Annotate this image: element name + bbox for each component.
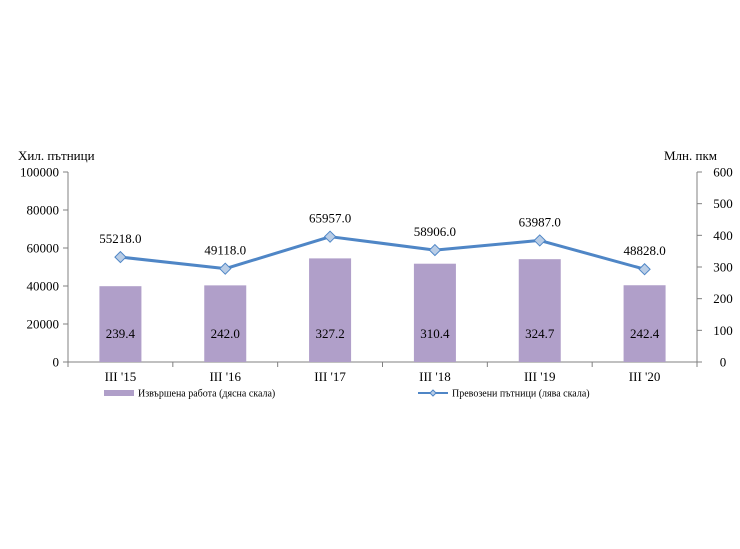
right-tick-label: 600 <box>713 165 733 180</box>
left-tick-label: 80000 <box>27 203 60 218</box>
line-value-label: 65957.0 <box>309 211 351 226</box>
line-marker <box>638 263 651 276</box>
axes: 0 20000 40000 60000 80000 100000 0 100 200 300 400… <box>18 148 733 384</box>
bar-value-label: 242.4 <box>630 326 660 341</box>
legend-label-line: Превозени пътници (лява скала) <box>452 389 590 400</box>
bar <box>309 258 352 362</box>
legend-marker-line <box>429 389 437 397</box>
left-tick-label: 40000 <box>27 279 60 294</box>
line-series <box>114 230 651 276</box>
bar-value-label: 310.4 <box>420 326 450 341</box>
bar-value-label: 242.0 <box>211 326 240 341</box>
x-tick-label: III '16 <box>209 369 241 384</box>
legend: Извършена работа (дясна скала) Превозени … <box>104 389 590 400</box>
line-path <box>120 235 645 271</box>
data-labels: 239.4 242.0 327.2 310.4 324.7 242.4 55218.0 491… <box>99 211 665 341</box>
bar <box>204 285 247 362</box>
line-value-label: 63987.0 <box>519 214 561 229</box>
line-marker <box>114 250 127 264</box>
bar-series <box>99 258 666 362</box>
x-tick-label: III '15 <box>105 369 137 384</box>
line-marker <box>323 230 337 243</box>
bar-value-label: 327.2 <box>315 326 344 341</box>
legend-label-bar: Извършена работа (дясна скала) <box>138 389 275 400</box>
line-value-label: 49118.0 <box>204 243 246 258</box>
legend-swatch-bar <box>104 390 134 396</box>
left-tick-label: 0 <box>53 355 60 370</box>
bar-value-label: 324.7 <box>525 326 555 341</box>
x-tick-label: III '19 <box>524 369 556 384</box>
left-axis-title: Хил. пътници <box>18 148 95 163</box>
x-tick-label: III '18 <box>419 369 451 384</box>
left-tick-label: 20000 <box>27 317 60 332</box>
right-tick-label: 200 <box>713 291 733 306</box>
right-tick-label: 500 <box>713 196 733 211</box>
right-tick-label: 100 <box>713 323 733 338</box>
x-tick-label: III '17 <box>314 369 346 384</box>
line-value-label: 58906.0 <box>414 224 456 239</box>
line-marker <box>219 262 232 275</box>
right-axis-title: Млн. пкм <box>664 148 717 163</box>
line-marker <box>428 243 442 257</box>
line-value-label: 55218.0 <box>99 231 141 246</box>
right-tick-label: 300 <box>713 260 733 275</box>
bar-value-label: 239.4 <box>106 326 136 341</box>
bar <box>413 263 456 362</box>
bar <box>518 259 561 362</box>
right-tick-label: 400 <box>713 228 733 243</box>
line-value-label: 48828.0 <box>623 243 665 258</box>
left-tick-label: 60000 <box>27 241 60 256</box>
x-tick-label: III '20 <box>629 369 661 384</box>
bar <box>99 286 142 362</box>
left-tick-label: 100000 <box>20 165 59 180</box>
right-tick-label: 0 <box>720 355 727 370</box>
bar <box>623 285 666 362</box>
line-marker <box>533 234 546 247</box>
